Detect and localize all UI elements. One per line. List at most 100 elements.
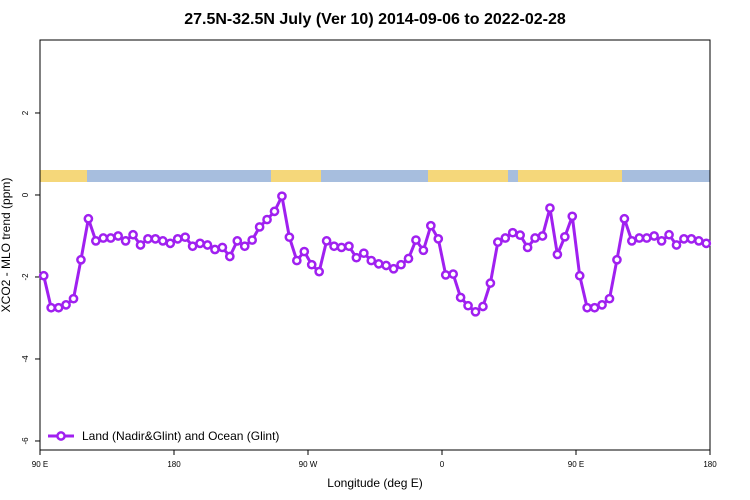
point [247, 235, 258, 245]
point [686, 234, 697, 244]
point [143, 234, 153, 244]
point [76, 254, 86, 265]
legend-label: Land (Nadir&Glint) and Ocean (Glint) [82, 429, 279, 443]
point [559, 231, 570, 242]
point [440, 270, 451, 280]
point [344, 241, 354, 252]
y-tick-label: 0 [21, 192, 30, 197]
x-tick-label: 180 [703, 460, 717, 469]
point [485, 278, 496, 288]
land-band [40, 170, 87, 182]
point [113, 231, 124, 241]
point [470, 306, 481, 317]
point [329, 241, 339, 252]
point [507, 227, 518, 238]
point [604, 293, 615, 304]
point [180, 232, 191, 243]
point [105, 233, 116, 243]
series-line [42, 191, 707, 314]
point [120, 236, 131, 246]
point [299, 246, 310, 257]
point [671, 240, 682, 250]
point [291, 255, 302, 266]
point [552, 249, 563, 260]
point [500, 233, 511, 243]
point [574, 270, 585, 281]
point [254, 222, 265, 232]
point [90, 236, 101, 246]
point [277, 191, 287, 202]
x-tick-label: 0 [440, 460, 445, 469]
point [165, 238, 176, 249]
point [492, 237, 503, 247]
point [202, 240, 213, 250]
x-tick-label: 90 W [299, 460, 318, 469]
point [388, 263, 399, 274]
point [239, 241, 250, 252]
legend-marker [56, 431, 66, 441]
point [187, 241, 198, 252]
point [448, 269, 459, 279]
point [515, 230, 526, 241]
y-tick-label: 2 [21, 110, 30, 115]
point [537, 231, 548, 241]
point [172, 234, 183, 244]
x-axis-label: Longitude (deg E) [327, 476, 422, 490]
y-tick-label: -2 [21, 273, 30, 281]
point [373, 259, 384, 269]
point [128, 229, 138, 240]
point [232, 236, 243, 246]
point [433, 234, 444, 244]
point [157, 236, 168, 246]
point [135, 240, 146, 250]
x-tick-label: 90 E [568, 460, 584, 469]
point [68, 293, 79, 304]
point [53, 302, 64, 313]
y-axis-label: XCO2 - MLO trend (ppm) [0, 178, 13, 313]
point [366, 255, 377, 266]
point [269, 206, 280, 217]
point [321, 236, 332, 246]
point [664, 229, 674, 240]
land-band [428, 170, 508, 182]
point [455, 292, 466, 303]
point [463, 300, 473, 311]
point [522, 242, 533, 253]
point [351, 252, 362, 263]
point [634, 233, 645, 243]
point [411, 235, 421, 245]
point [38, 270, 49, 281]
point [545, 203, 555, 213]
point [418, 245, 429, 256]
point [195, 238, 205, 249]
y-tick-label: -6 [21, 437, 30, 445]
chart-title: 27.5N-32.5N July (Ver 10) 2014-09-06 to … [184, 11, 566, 28]
point [567, 211, 578, 222]
point [589, 302, 600, 313]
point [284, 232, 295, 243]
y-tick-label: -4 [21, 355, 30, 363]
land-ocean-band [40, 170, 710, 182]
point [619, 213, 630, 224]
point [224, 251, 235, 262]
point [403, 253, 414, 264]
point [396, 259, 406, 270]
point [656, 236, 667, 246]
point [582, 302, 593, 313]
point [150, 234, 161, 244]
point [425, 220, 436, 231]
point [530, 233, 540, 243]
point [210, 244, 220, 255]
x-tick-label: 180 [167, 460, 181, 469]
point [693, 236, 704, 246]
land-band [518, 170, 622, 182]
point [612, 254, 622, 265]
point [306, 259, 317, 270]
point [597, 300, 607, 310]
point [701, 238, 712, 249]
point [679, 234, 689, 244]
point [217, 242, 228, 253]
land-band [271, 170, 321, 182]
point [358, 248, 369, 259]
